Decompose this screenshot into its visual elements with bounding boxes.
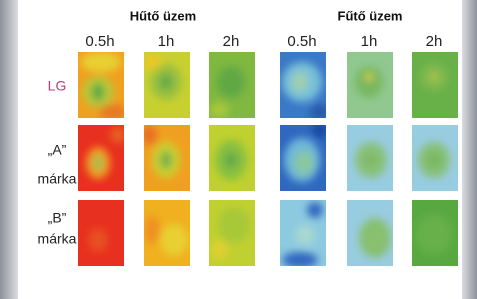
heatmap-fill [209,52,255,118]
heatmap-blob [142,54,162,70]
heatmap-blobs [355,142,387,178]
heatmap-blob [209,102,229,118]
heatmap-blob [88,228,108,252]
heatmap-thumbnail [412,52,458,118]
heatmap-blobs [88,228,108,252]
heatmap-fill [209,200,255,266]
heatmap-fill [347,200,393,266]
heatmap-fill [280,52,330,120]
heatmap-blob [93,155,103,171]
heatmap-thumbnail [209,52,255,118]
edge [0,0,18,299]
page: Hűtő üzem Fűtő üzem 0.5h 1h 2h 0.5h 1h 2… [0,0,477,299]
heatmap-blobs [420,63,448,91]
heatmap-thumbnail [144,200,190,266]
heatmap-blobs [215,140,247,180]
edge [462,0,477,299]
heatmap-fill [142,52,190,118]
heatmap-blob [292,72,308,92]
heatmap-fill [78,125,126,191]
heatmap-thumbnail [412,125,458,191]
heatmap-thumbnail [280,122,328,191]
heatmap-thumbnail [142,52,190,118]
heatmap-fill [78,52,127,120]
heatmap-thumbnail [280,200,326,268]
group-title: Hűtő üzem [130,8,196,23]
time-label: 1h [158,33,175,50]
heatmap-blob [110,127,126,143]
heatmap-thumbnail [347,125,393,191]
heatmap-blob [294,151,314,175]
heatmap-fill [280,200,326,268]
heatmap-blob [365,73,373,81]
row-label: „B” [48,210,67,226]
time-label: 0.5h [85,33,114,50]
row-label: „A” [48,142,67,158]
group-title: Fűtő üzem [338,8,403,23]
heatmap-fill [209,125,255,191]
heatmap-fill [412,125,458,191]
heatmap-blob [81,52,121,72]
heatmap-blobs [418,142,450,178]
figure: Hűtő üzem Fűtő üzem 0.5h 1h 2h 0.5h 1h 2… [0,0,477,299]
heatmap-blob [160,151,172,169]
heatmap-blob [144,216,160,244]
heatmap-blob [225,152,237,168]
time-label: 0.5h [287,33,316,50]
heatmap-fill [347,125,393,191]
heatmap-blob [99,104,127,120]
heatmap-fill [412,52,458,118]
heatmap-blob [365,154,377,166]
heatmap-blob [359,218,391,258]
heatmap-fill [280,122,328,191]
time-label: 2h [426,33,443,50]
heatmap-blob [218,207,250,243]
heatmap-thumbnail [412,200,458,266]
heatmap-fill [141,125,190,191]
heatmap-blob [211,240,227,260]
heatmap-thumbnail [347,200,393,266]
time-label: 2h [223,33,240,50]
heatmap-blob [355,66,383,98]
heatmap-thumbnail [141,125,190,191]
heatmap-blob [426,152,442,168]
heatmap-thumbnail [78,200,124,266]
heatmap-blob [416,214,452,254]
heatmap-fill [412,200,458,266]
heatmap-thumbnail [280,52,330,120]
heatmap-blob [295,225,315,245]
row-label: LG [48,78,67,94]
heatmap-blob [282,252,318,268]
time-label: 1h [361,33,378,50]
heatmap-blobs [355,66,383,98]
heatmap-thumbnail [78,125,126,191]
heatmap-blob [160,74,172,90]
heatmap-thumbnail [347,52,393,118]
row-label: márka [38,231,77,247]
heatmap-blob [160,224,188,256]
heatmap-blob [307,202,323,218]
heatmap-thumbnail [209,125,255,191]
heatmap-fill [144,200,190,266]
heatmap-blob [92,83,104,101]
heatmap-blob [217,66,245,98]
heatmap-fill [347,52,393,118]
heatmap-blobs [359,218,391,258]
heatmap-blob [431,74,437,80]
heatmap-fill [78,200,124,266]
heatmap-thumbnail [78,52,127,120]
row-label: márka [38,171,77,187]
heatmap-blobs [416,214,452,254]
heatmap-thumbnail [209,200,255,266]
